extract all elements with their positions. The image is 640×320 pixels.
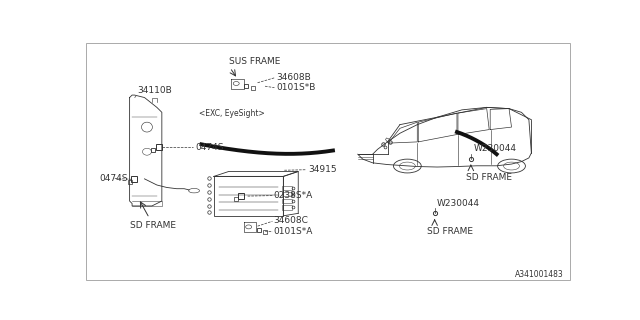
Text: 34915: 34915	[308, 165, 337, 174]
Text: 0101S*B: 0101S*B	[276, 83, 316, 92]
Text: 0238S*A: 0238S*A	[273, 191, 313, 200]
Text: W230044: W230044	[437, 199, 480, 208]
Text: SD FRAME: SD FRAME	[129, 221, 175, 230]
Bar	[282, 186, 292, 190]
Text: SD FRAME: SD FRAME	[466, 173, 512, 182]
Text: 0474S: 0474S	[195, 143, 223, 152]
Bar	[282, 205, 292, 210]
Bar	[282, 199, 292, 204]
Bar	[214, 176, 284, 216]
Text: 0101S*A: 0101S*A	[273, 227, 313, 236]
Text: 0474S: 0474S	[100, 174, 129, 183]
Text: W230044: W230044	[474, 144, 516, 153]
Text: 34608B: 34608B	[276, 73, 310, 82]
Text: SUS FRAME: SUS FRAME	[229, 57, 280, 66]
Text: 34608C: 34608C	[273, 216, 308, 225]
Text: SD FRAME: SD FRAME	[428, 227, 473, 236]
Bar	[282, 192, 292, 196]
Text: A341001483: A341001483	[515, 270, 564, 279]
Text: <EXC, EyeSight>: <EXC, EyeSight>	[199, 108, 265, 117]
Text: 34110B: 34110B	[137, 86, 172, 95]
